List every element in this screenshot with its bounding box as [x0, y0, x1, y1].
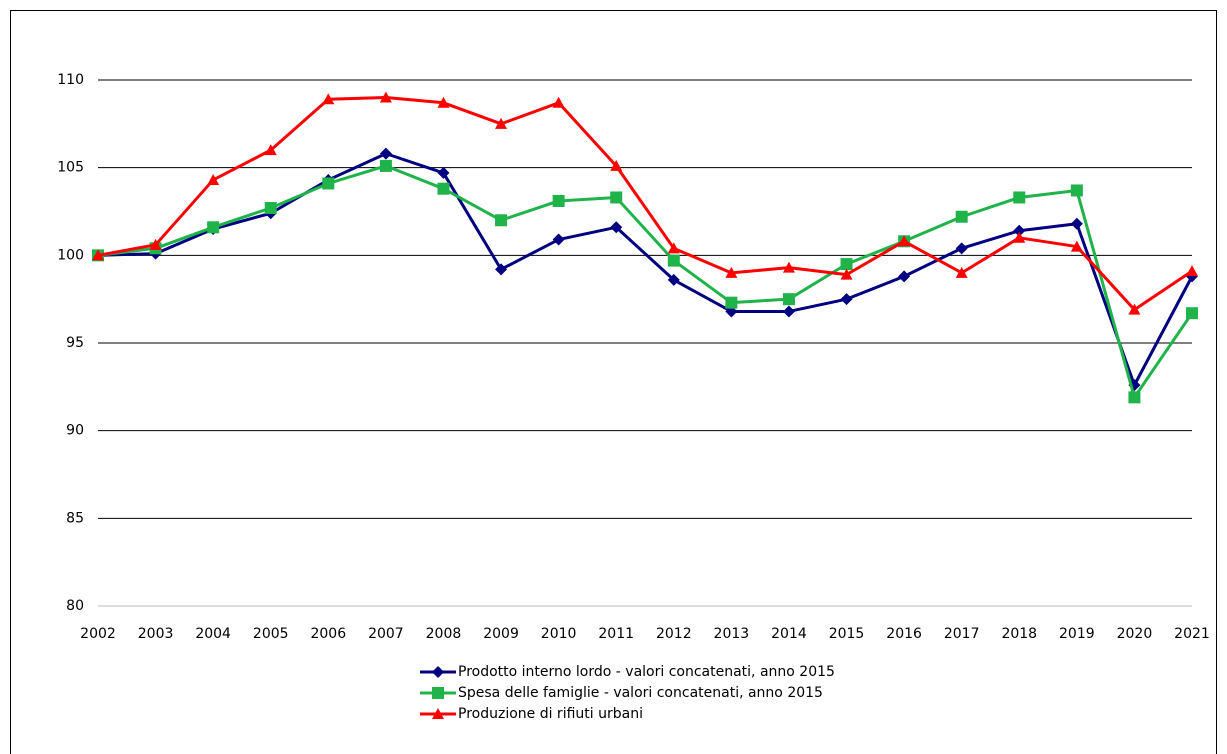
data-point: [437, 166, 450, 179]
data-point: [725, 266, 738, 278]
data-point: [1128, 391, 1141, 404]
data-point: [610, 159, 623, 171]
data-point: [782, 305, 795, 318]
data-point: [1070, 184, 1083, 197]
data-point: [955, 242, 968, 255]
x-tick-label: 2020: [1117, 626, 1153, 642]
data-point: [495, 214, 508, 227]
x-tick-label: 2015: [829, 626, 865, 642]
data-point: [1186, 265, 1198, 277]
x-tick-label: 2009: [483, 626, 519, 642]
data-point: [207, 221, 220, 234]
x-tick-label: 2004: [195, 626, 231, 642]
data-point: [782, 293, 795, 306]
data-point: [552, 194, 565, 207]
frame: [10, 10, 1217, 754]
legend-label: Prodotto interno lordo - valori concaten…: [458, 664, 835, 680]
data-point: [610, 191, 623, 204]
data-point: [437, 182, 450, 195]
y-tick-label: 80: [66, 598, 84, 614]
y-tick-label: 90: [66, 423, 84, 439]
x-tick-label: 2010: [541, 626, 577, 642]
data-point: [667, 273, 680, 286]
x-tick-label: 2011: [598, 626, 634, 642]
data-point: [92, 249, 104, 261]
data-point: [1070, 217, 1083, 230]
data-point: [1070, 240, 1083, 252]
y-tick-label: 100: [57, 247, 84, 263]
x-tick-label: 2013: [714, 626, 750, 642]
data-point: [840, 258, 853, 271]
x-tick-label: 2003: [138, 626, 174, 642]
data-point: [1186, 307, 1198, 320]
data-point: [955, 266, 968, 278]
x-tick-label: 2007: [368, 626, 404, 642]
data-point: [379, 147, 392, 160]
x-tick-label: 2006: [310, 626, 346, 642]
series-line: [97, 164, 1194, 399]
legend-marker: [432, 708, 444, 719]
x-tick-label: 2002: [80, 626, 116, 642]
data-point: [667, 254, 680, 267]
data-point: [1013, 191, 1026, 204]
data-point: [552, 96, 565, 108]
data-point: [264, 144, 277, 156]
data-point: [379, 91, 392, 103]
y-tick-label: 85: [66, 510, 84, 526]
data-point: [898, 235, 911, 247]
x-tick-label: 2008: [426, 626, 462, 642]
data-point: [667, 242, 680, 254]
data-point: [379, 159, 392, 172]
series-line: [97, 96, 1193, 312]
data-point: [725, 296, 738, 309]
legend-label: Produzione di rifiuti urbani: [458, 706, 643, 722]
data-point: [840, 293, 853, 306]
x-tick-label: 2019: [1059, 626, 1095, 642]
data-point: [610, 221, 623, 234]
x-tick-label: 2014: [771, 626, 807, 642]
data-point: [898, 270, 911, 283]
legend-marker: [432, 666, 444, 678]
data-point: [322, 93, 335, 105]
y-tick-label: 105: [57, 160, 84, 176]
data-point: [437, 96, 450, 108]
data-point: [782, 261, 795, 273]
x-tick-label: 2005: [253, 626, 289, 642]
data-point: [955, 210, 968, 223]
series-line: [97, 152, 1194, 387]
x-tick-label: 2018: [1001, 626, 1037, 642]
data-point: [207, 173, 220, 185]
y-tick-label: 95: [66, 335, 84, 351]
data-point: [495, 263, 508, 276]
x-tick-label: 2012: [656, 626, 692, 642]
x-tick-label: 2017: [944, 626, 980, 642]
legend-label: Spesa delle famiglie - valori concatenat…: [458, 685, 823, 701]
data-point: [1013, 224, 1026, 237]
data-point: [264, 201, 277, 214]
data-point: [1013, 231, 1026, 243]
x-tick-label: 2016: [886, 626, 922, 642]
data-point: [149, 238, 162, 250]
data-point: [1128, 303, 1141, 315]
y-tick-label: 110: [57, 72, 84, 88]
legend-marker: [432, 687, 444, 699]
data-point: [495, 117, 508, 129]
data-point: [552, 233, 565, 246]
x-tick-label: 2021: [1174, 626, 1210, 642]
data-point: [322, 177, 335, 190]
data-point: [840, 268, 853, 280]
